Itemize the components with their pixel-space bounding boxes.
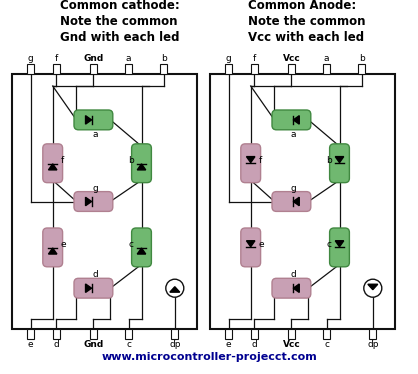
Text: dp: dp [367,340,379,349]
Polygon shape [137,248,146,254]
Text: g: g [92,184,98,193]
Bar [323,64,330,74]
Bar [225,64,232,74]
Text: g: g [226,54,232,63]
FancyBboxPatch shape [330,228,349,267]
Text: e: e [226,340,231,349]
Bar [369,329,376,339]
Bar [90,329,97,339]
Text: f: f [253,54,256,63]
Text: e: e [28,340,33,349]
Bar [125,329,132,339]
Polygon shape [48,248,57,254]
Bar [53,64,60,74]
FancyBboxPatch shape [272,191,311,211]
Bar [53,329,60,339]
Circle shape [364,279,382,297]
Bar [171,329,178,339]
Polygon shape [247,157,255,163]
Bar [12,74,197,329]
Text: e: e [259,240,264,249]
Polygon shape [368,284,378,290]
Text: Common Anode:
Note the common
Vcc with each led: Common Anode: Note the common Vcc with e… [248,0,365,44]
FancyBboxPatch shape [43,228,63,267]
Text: c: c [126,340,131,349]
Bar [225,329,232,339]
Bar [288,64,295,74]
Polygon shape [293,116,299,124]
Text: c: c [324,340,329,349]
Text: Common cathode:
Note the common
Gnd with each led: Common cathode: Note the common Gnd with… [60,0,180,44]
FancyBboxPatch shape [132,228,151,267]
Text: dp: dp [169,340,181,349]
Text: d: d [54,340,59,349]
Bar [27,329,34,339]
FancyBboxPatch shape [272,110,311,130]
Bar [323,329,330,339]
Polygon shape [137,164,146,170]
Text: e: e [61,240,66,249]
Text: a: a [93,130,98,139]
Bar [210,74,395,329]
Text: Vcc: Vcc [283,54,300,63]
Text: www.microcontroller-projecct.com: www.microcontroller-projecct.com [101,352,317,362]
FancyBboxPatch shape [74,278,113,298]
Polygon shape [293,197,299,206]
Text: c: c [128,240,133,249]
Bar [251,64,258,74]
Text: f: f [259,156,262,165]
Text: b: b [161,54,167,63]
Bar [125,64,132,74]
Polygon shape [86,116,92,124]
Text: d: d [92,270,98,279]
FancyBboxPatch shape [272,278,311,298]
Bar [251,329,258,339]
Text: Gnd: Gnd [83,340,104,349]
Text: a: a [324,54,329,63]
Text: a: a [126,54,131,63]
Polygon shape [170,287,180,292]
FancyBboxPatch shape [74,110,113,130]
Circle shape [166,279,184,297]
FancyBboxPatch shape [330,144,349,183]
Bar [160,64,167,74]
Bar [27,64,34,74]
Polygon shape [247,241,255,247]
Text: Vcc: Vcc [283,340,300,349]
Text: g: g [28,54,33,63]
Text: a: a [291,130,296,139]
Text: c: c [326,240,331,249]
Polygon shape [335,241,344,247]
Text: g: g [291,184,296,193]
Bar [288,329,295,339]
FancyBboxPatch shape [241,144,260,183]
Text: b: b [359,54,364,63]
Text: b: b [326,156,331,165]
Text: f: f [55,54,58,63]
Polygon shape [48,164,57,170]
Polygon shape [86,284,92,292]
FancyBboxPatch shape [43,144,63,183]
FancyBboxPatch shape [132,144,151,183]
Text: Gnd: Gnd [83,54,104,63]
Polygon shape [335,157,344,163]
FancyBboxPatch shape [74,191,113,211]
FancyBboxPatch shape [241,228,260,267]
Polygon shape [293,284,299,292]
Bar [90,64,97,74]
Text: b: b [128,156,133,165]
Bar [358,64,365,74]
Text: d: d [291,270,296,279]
Polygon shape [86,197,92,206]
Text: d: d [252,340,257,349]
Text: f: f [61,156,64,165]
